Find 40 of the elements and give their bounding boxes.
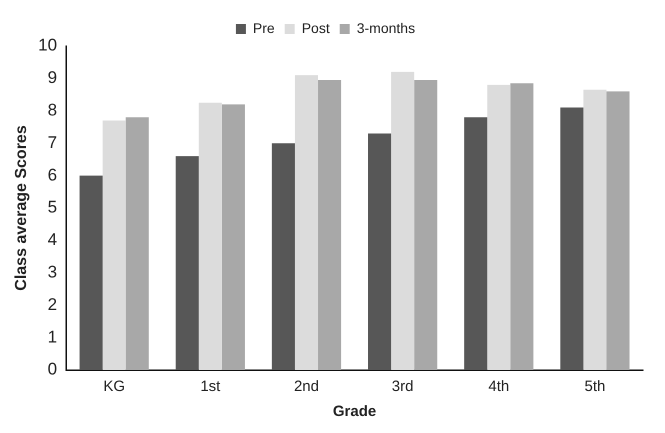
y-tick-label: 8 bbox=[48, 100, 58, 120]
y-tick-label: 6 bbox=[48, 165, 58, 184]
bar bbox=[487, 84, 510, 370]
y-tick-label: 9 bbox=[48, 68, 58, 88]
x-axis-title: Grade bbox=[332, 403, 376, 420]
y-tick-label: 7 bbox=[48, 132, 58, 152]
x-tick-label: 3rd bbox=[392, 378, 414, 396]
legend-label: Pre bbox=[252, 20, 275, 36]
legend-label: 3-months bbox=[356, 20, 416, 36]
y-tick-label: 2 bbox=[48, 294, 58, 314]
bar bbox=[583, 90, 606, 370]
x-tick-label: 1st bbox=[200, 378, 222, 396]
x-tick-label: 2nd bbox=[294, 378, 319, 396]
bar bbox=[606, 91, 630, 370]
x-tick-label: KG bbox=[103, 378, 126, 396]
bar bbox=[318, 80, 342, 370]
y-tick-label: 5 bbox=[48, 198, 58, 217]
bar bbox=[464, 117, 488, 370]
x-tick-label: 4th bbox=[488, 378, 510, 396]
y-tick-label: 10 bbox=[38, 36, 58, 55]
y-tick-label: 4 bbox=[48, 230, 58, 250]
bar bbox=[176, 156, 199, 370]
bar bbox=[294, 75, 318, 370]
bar bbox=[126, 117, 149, 370]
bar bbox=[102, 120, 126, 370]
y-tick-label: 3 bbox=[48, 262, 58, 282]
x-tick-label: 5th bbox=[584, 378, 606, 396]
bar bbox=[560, 108, 584, 370]
bar bbox=[510, 83, 534, 370]
bar bbox=[414, 80, 438, 370]
y-tick-label: 1 bbox=[48, 327, 58, 346]
y-tick-label: 0 bbox=[48, 360, 58, 379]
bar bbox=[391, 72, 414, 370]
bar bbox=[198, 102, 222, 370]
bar bbox=[272, 143, 295, 370]
bar bbox=[368, 133, 392, 370]
bar bbox=[222, 104, 245, 370]
y-axis-title: Class average Scores bbox=[13, 125, 30, 291]
legend-label: Post bbox=[302, 20, 330, 36]
bar bbox=[80, 176, 103, 370]
